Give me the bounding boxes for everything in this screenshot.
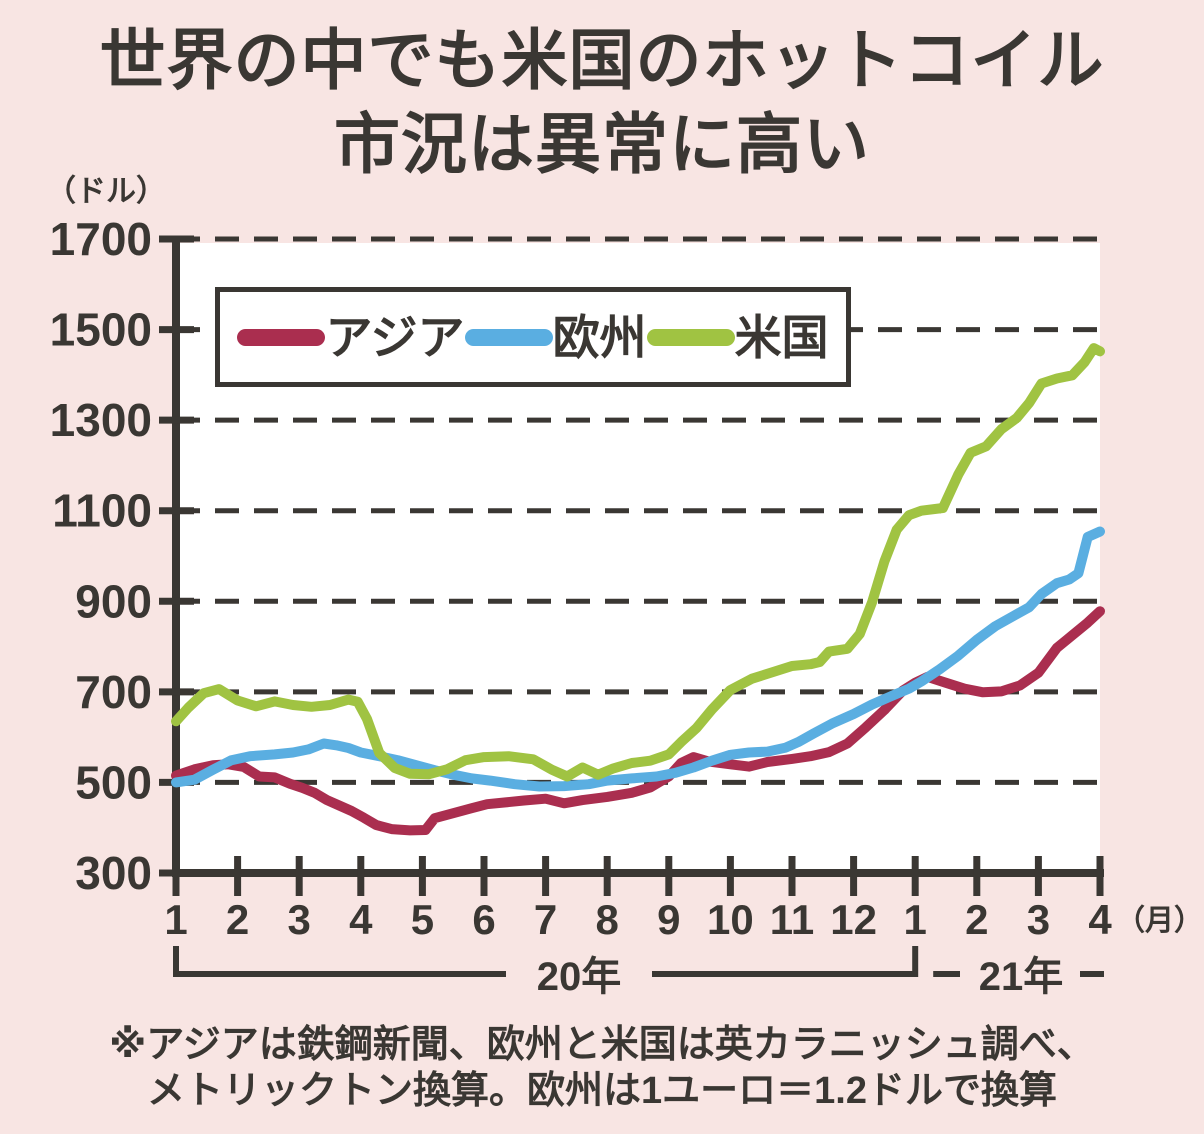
chart-title-line1: 世界の中でも米国のホットコイル [99, 23, 1105, 97]
x-tick-label-3: 3 [288, 896, 311, 943]
x-tick-label-4: 4 [349, 896, 373, 943]
source-note-line1: ※アジアは鉄鋼新聞、欧州と米国は英カラニッシュ調べ、 [109, 1024, 1095, 1066]
legend-item-europe: 欧州 [464, 310, 647, 364]
x-tick-label-11: 11 [770, 896, 814, 943]
series-line-europe [171, 526, 1105, 792]
bracket-20-right [652, 946, 919, 977]
x-tick-label-9: 9 [657, 896, 680, 943]
x-tick-label-12: 12 [830, 896, 877, 943]
asia-line-swatch [237, 328, 326, 346]
legend-label-asia: アジア [325, 310, 465, 364]
x-tick-label-6: 6 [472, 896, 495, 943]
y-tick-label-700: 700 [75, 666, 152, 718]
series-line-asia [171, 606, 1105, 836]
x-tick-label-2: 2 [226, 896, 249, 943]
y-tick-label-1300: 1300 [50, 394, 152, 446]
y-axis-unit-label: （ドル） [46, 175, 166, 208]
y-tick-label-1100: 1100 [52, 485, 152, 537]
x-tick-label-10: 10 [707, 896, 754, 943]
y-tick-label-300: 300 [75, 847, 152, 899]
year-label-21: 21年 [979, 955, 1064, 999]
year-label-20: 20年 [537, 955, 622, 999]
legend-item-us: 米国 [646, 310, 829, 364]
x-tick-label-16: 4 [1088, 896, 1112, 943]
chart-legend: アジア 欧州 米国 [215, 287, 851, 387]
y-tick-label-1500: 1500 [50, 304, 152, 356]
source-note: ※アジアは鉄鋼新聞、欧州と米国は英カラニッシュ調べ、 メトリックトン換算。欧州は… [0, 1022, 1204, 1114]
chart-title: 世界の中でも米国のホットコイル 市況は異常に高い [0, 18, 1204, 186]
x-tick-label-8: 8 [596, 896, 619, 943]
x-axis-unit-label: （月） [1116, 904, 1203, 937]
legend-item-asia: アジア [237, 310, 465, 364]
source-note-line2: メトリックトン換算。欧州は1ユーロ＝1.2ドルで換算 [147, 1070, 1057, 1112]
x-tick-label-5: 5 [411, 896, 434, 943]
year-brackets: 20年 21年 [173, 946, 1104, 999]
x-tick-label-1: 1 [164, 896, 187, 943]
x-tick-label-13: 1 [904, 896, 927, 943]
y-tick-label-1700: 1700 [50, 213, 152, 265]
chart-title-line2: 市況は異常に高い [334, 107, 870, 181]
x-tick-label-14: 2 [965, 896, 988, 943]
series-line-us [171, 343, 1105, 782]
y-tick-label-900: 900 [75, 575, 152, 627]
bracket-20-left [173, 946, 506, 977]
x-tick-label-7: 7 [534, 896, 557, 943]
y-tick-label-500: 500 [75, 756, 152, 808]
legend-label-us: 米国 [734, 310, 829, 364]
legend-label-europe: 欧州 [552, 310, 647, 364]
x-tick-label-15: 3 [1027, 896, 1050, 943]
us-line-swatch [646, 328, 735, 346]
europe-line-swatch [464, 328, 553, 346]
